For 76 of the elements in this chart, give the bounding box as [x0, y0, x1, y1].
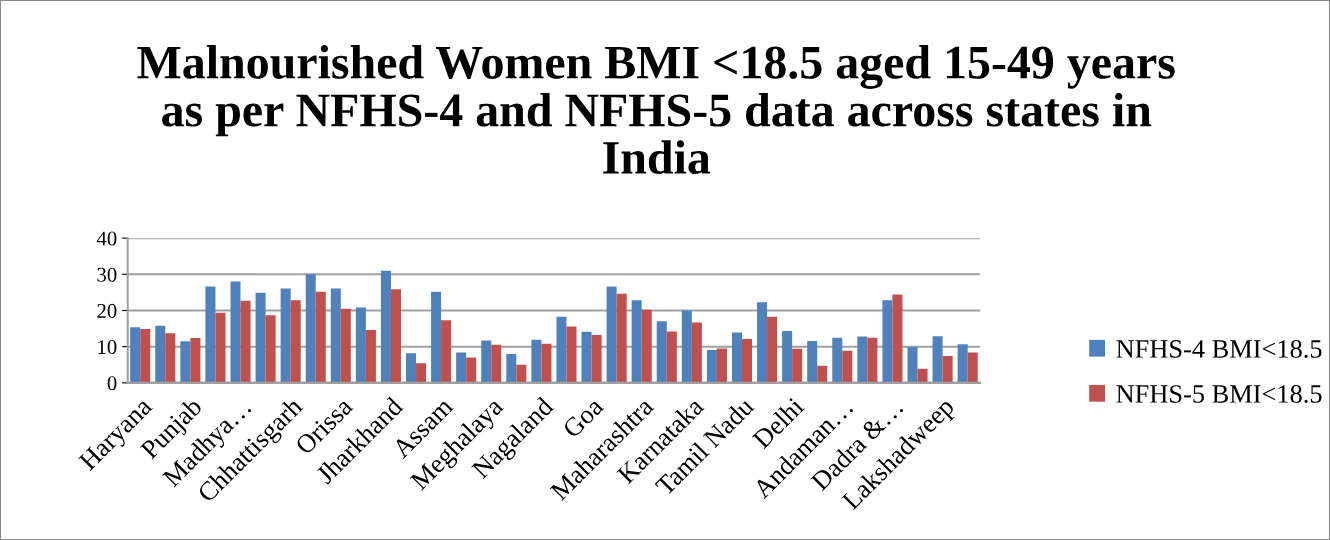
bar: [656, 321, 667, 383]
bar: [616, 293, 627, 383]
bar: [581, 331, 592, 383]
bar: [390, 289, 401, 383]
bar: [290, 300, 301, 383]
bar: [932, 336, 943, 383]
bar: [140, 328, 151, 383]
bar: [190, 338, 201, 383]
bar: [516, 364, 527, 383]
bar: [180, 341, 191, 383]
bar: [641, 309, 652, 383]
bar: [315, 291, 326, 383]
bar: [130, 327, 141, 383]
bar: [792, 348, 803, 383]
bar: [706, 349, 717, 383]
bar: [967, 352, 978, 383]
bar: [165, 333, 176, 383]
bar: [431, 291, 442, 383]
bar: [606, 286, 617, 383]
bar: [340, 308, 351, 383]
bar: [240, 300, 251, 383]
bar: [716, 348, 727, 383]
bar: [907, 347, 918, 383]
bar: [832, 337, 843, 383]
bar: [942, 356, 953, 383]
bar: [456, 352, 467, 383]
bar: [506, 353, 517, 383]
bar: [355, 307, 366, 383]
bar: [406, 353, 417, 383]
bar: [882, 300, 893, 383]
bar: [807, 340, 818, 383]
bar: [230, 281, 241, 383]
bar: [380, 270, 391, 383]
bar: [416, 363, 427, 383]
bar: [541, 343, 552, 383]
bar: [491, 344, 502, 383]
bar: [481, 340, 492, 383]
bar: [666, 331, 677, 383]
legend-label: NFHS-5 BMI<18.5: [1116, 385, 1322, 403]
bar: [365, 330, 376, 383]
bar: [280, 288, 291, 383]
y-tick-label: 20: [97, 303, 117, 318]
bar: [842, 350, 853, 383]
bar: [691, 322, 702, 383]
bar: [731, 332, 742, 383]
bar: [757, 302, 768, 383]
bar: [205, 286, 216, 383]
bar: [330, 288, 341, 383]
bar: [265, 315, 276, 383]
y-tick-label: 40: [96, 231, 117, 246]
y-tick-label: 10: [98, 340, 117, 355]
bar: [957, 344, 968, 383]
bar: [767, 316, 778, 383]
bar: [867, 337, 878, 383]
legend-label: NFHS-4 BMI<18.5: [1116, 340, 1322, 358]
bar: [155, 325, 166, 383]
bar: [892, 294, 903, 383]
bar: [215, 312, 226, 383]
bar: [917, 368, 928, 383]
y-tick-label: 0: [107, 376, 117, 391]
bar: [782, 331, 793, 383]
bar: [566, 326, 577, 383]
bar: [742, 339, 753, 383]
bar: [631, 300, 642, 383]
chart-title: Malnourished Women BMI <18.5 aged 15-49 years as per NFHS-4 and NFHS-5 data across states in India: [137, 45, 1175, 175]
bar: [531, 339, 542, 383]
bar: [255, 292, 266, 383]
bar: [556, 316, 567, 383]
bar: [857, 336, 868, 383]
bar: [591, 335, 602, 383]
bar: [817, 365, 828, 383]
y-tick-label: 30: [97, 267, 117, 282]
bar: [305, 274, 316, 383]
bar: [441, 320, 452, 383]
bar: [681, 310, 692, 383]
bar: [466, 357, 477, 383]
